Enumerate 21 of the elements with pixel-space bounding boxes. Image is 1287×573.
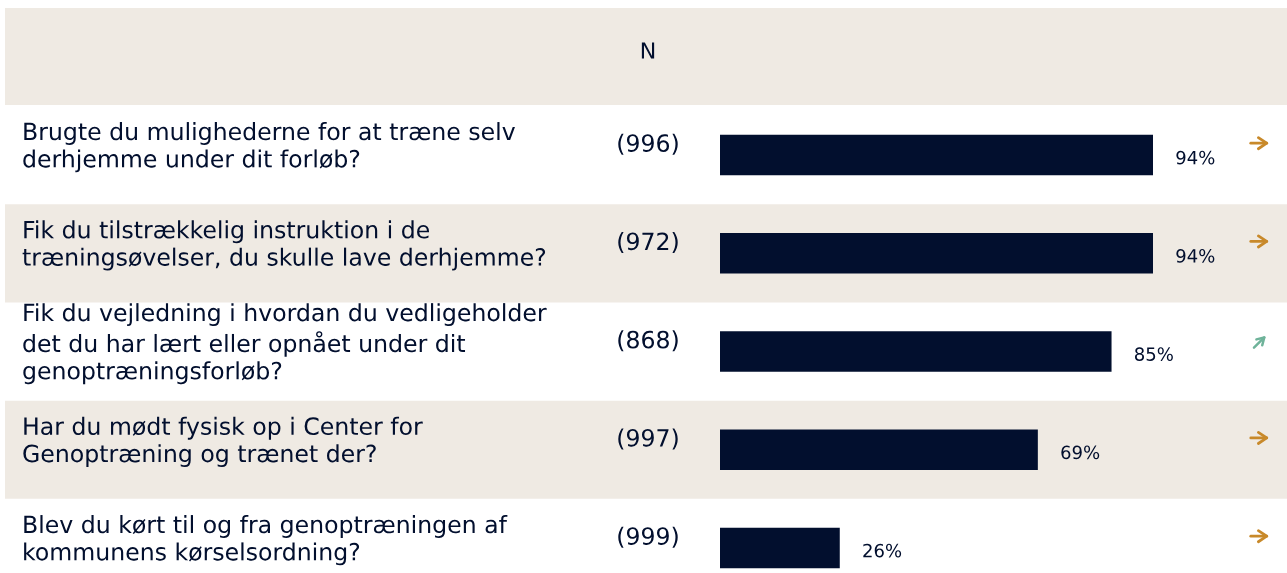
bar xyxy=(720,233,1153,274)
y-tick-label: Blev du kørt til og fra genoptræningen af kommunens kørselsordning? xyxy=(24,515,508,566)
y-tick-label: Brugte du mulighederne for at træne selv derhjemme under dit forløb? xyxy=(23,122,515,173)
bar xyxy=(720,429,1038,470)
bar xyxy=(720,527,840,569)
y-tick-label: Fik du vejledning i hvordan du vedligeholder det du har lært eller opnået under dit genoptræningsforløb? xyxy=(23,303,547,385)
data-label: 94% xyxy=(1176,249,1215,263)
data-label: 85% xyxy=(1134,347,1173,361)
text: (997) xyxy=(618,428,678,450)
text: (868) xyxy=(618,330,678,352)
bar xyxy=(720,134,1153,176)
y-tick-label: Har du mødt fysisk op i Center for Genoptræning og trænet der? xyxy=(23,416,423,467)
bar xyxy=(720,331,1112,372)
text: (996) xyxy=(618,133,678,155)
text: N xyxy=(641,42,655,59)
y-tick-label: Fik du tilstrækkelig instruktion i de træningsøvelser, du skulle lave derhjemme? xyxy=(22,220,546,271)
text: (999) xyxy=(618,526,678,548)
data-label: 26% xyxy=(863,543,902,558)
text: (972) xyxy=(618,232,678,254)
data-label: 69% xyxy=(1061,445,1100,460)
data-label: 94% xyxy=(1176,150,1215,165)
